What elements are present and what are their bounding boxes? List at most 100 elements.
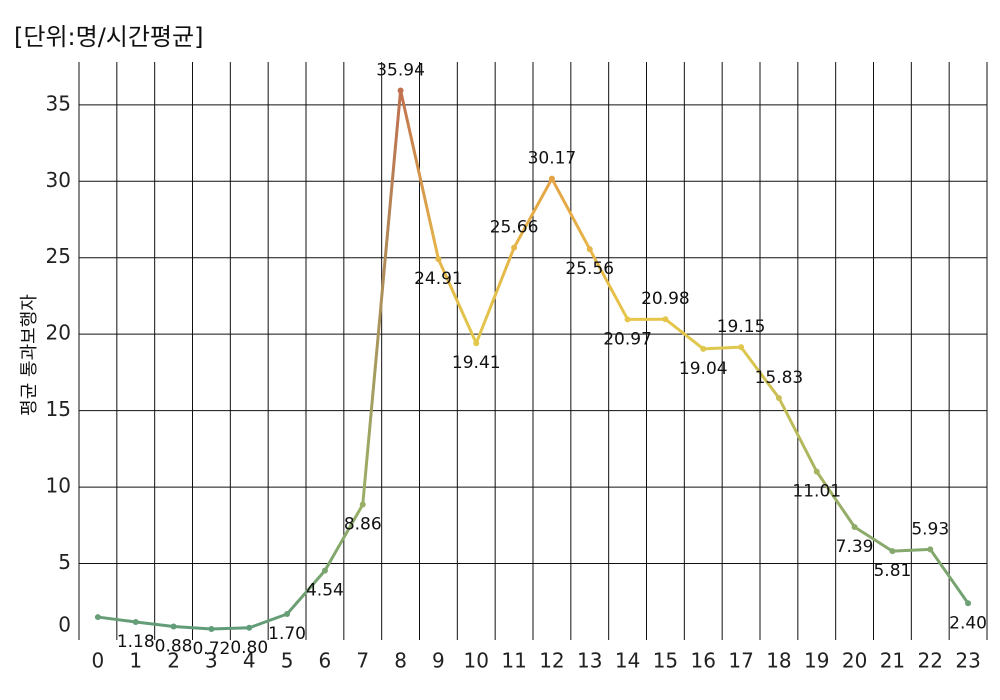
x-tick-label: 7 (356, 649, 369, 673)
point (965, 600, 972, 607)
data-label: 20.97 (603, 329, 652, 349)
point (435, 256, 442, 263)
data-label: 0.80 (230, 638, 268, 658)
y-axis-label: 평균 통과보행자 (19, 294, 40, 416)
point (473, 340, 480, 347)
x-tick-label: 23 (955, 649, 980, 673)
line-segment (739, 345, 781, 400)
y-tick-label: 5 (58, 550, 71, 574)
y-tick-label: 35 (46, 91, 71, 115)
data-label: 20.98 (641, 289, 690, 309)
line-segment (361, 88, 403, 507)
point (208, 625, 215, 632)
line-segment (853, 525, 894, 553)
x-tick-label: 13 (577, 649, 602, 673)
x-tick-label: 9 (432, 649, 445, 673)
data-label: 15.83 (755, 368, 804, 388)
x-tick-label: 22 (918, 649, 943, 673)
x-tick-label: 16 (691, 649, 716, 673)
point (132, 618, 139, 625)
line-segment (247, 612, 289, 630)
line-segment (474, 246, 516, 345)
x-tick-label: 17 (728, 649, 753, 673)
y-tick-label: 25 (46, 244, 71, 268)
x-tick-label: 5 (281, 649, 294, 673)
point (397, 87, 404, 94)
point (284, 611, 291, 618)
data-label: 7.39 (836, 537, 874, 557)
point (927, 546, 934, 553)
data-label: 0.72 (192, 639, 230, 659)
line-segment (928, 547, 970, 605)
data-label: 2.40 (949, 613, 987, 633)
x-tick-label: 8 (394, 649, 407, 673)
point (246, 624, 253, 631)
point (170, 623, 177, 630)
x-tick-label: 2 (167, 649, 180, 673)
line-segment (96, 615, 138, 624)
x-tick-label: 12 (539, 649, 564, 673)
data-label: 11.01 (792, 482, 841, 502)
point (889, 548, 896, 555)
data-label: 8.86 (344, 515, 382, 535)
data-label: 1.18 (117, 632, 155, 652)
y-tick-label: 20 (46, 321, 71, 345)
point (662, 316, 669, 323)
x-tick-label: 11 (501, 649, 526, 673)
line-segment (134, 620, 176, 629)
data-label: 19.04 (679, 359, 728, 379)
data-label: 4.54 (306, 581, 344, 601)
x-tick-label: 19 (804, 649, 829, 673)
line-segment (663, 317, 705, 351)
data-label: 5.81 (873, 561, 911, 581)
data-label: 24.91 (414, 269, 463, 289)
line-segment (701, 345, 743, 351)
line-segment (890, 547, 932, 553)
line-segment (777, 396, 819, 474)
line-segment (399, 88, 440, 261)
y-tick-label: 15 (46, 397, 71, 421)
point (775, 394, 782, 401)
data-label: 30.17 (528, 149, 577, 169)
point (624, 316, 631, 323)
point (851, 523, 858, 530)
x-tick-label: 15 (653, 649, 678, 673)
data-label: 1.70 (268, 624, 306, 644)
point (738, 344, 745, 351)
data-label: 35.94 (376, 60, 425, 80)
point (359, 501, 366, 508)
data-label: 19.41 (452, 353, 501, 373)
line-segment (815, 470, 857, 529)
point (813, 468, 820, 475)
line-segment (323, 503, 365, 573)
data-label: 19.15 (717, 317, 766, 337)
x-tick-label: 10 (464, 649, 489, 673)
data-label: 5.93 (911, 519, 949, 539)
line-segment (512, 177, 554, 250)
line-segment (550, 177, 592, 251)
chart-title: [단위:명/시간평균] (14, 23, 203, 51)
data-label: 0.88 (155, 637, 193, 657)
point (511, 244, 518, 251)
point (700, 345, 707, 352)
data-label: 25.56 (565, 259, 614, 279)
x-tick-label: 3 (205, 649, 218, 673)
data-label: 25.66 (490, 218, 539, 238)
x-tick-label: 4 (243, 649, 256, 673)
x-tick-label: 18 (766, 649, 791, 673)
x-tick-label: 21 (880, 649, 905, 673)
x-tick-label: 14 (615, 649, 640, 673)
y-tick-label: 0 (58, 613, 71, 637)
x-tick-label: 0 (92, 649, 105, 673)
line-segment (588, 247, 630, 321)
line-segment (436, 257, 478, 345)
line-segment (285, 569, 327, 616)
y-tick-label: 30 (46, 168, 71, 192)
x-tick-label: 20 (842, 649, 867, 673)
x-tick-label: 6 (319, 649, 332, 673)
line-segment (172, 625, 213, 631)
point (321, 567, 328, 574)
x-tick-label: 1 (129, 649, 142, 673)
line-segment (209, 626, 251, 631)
